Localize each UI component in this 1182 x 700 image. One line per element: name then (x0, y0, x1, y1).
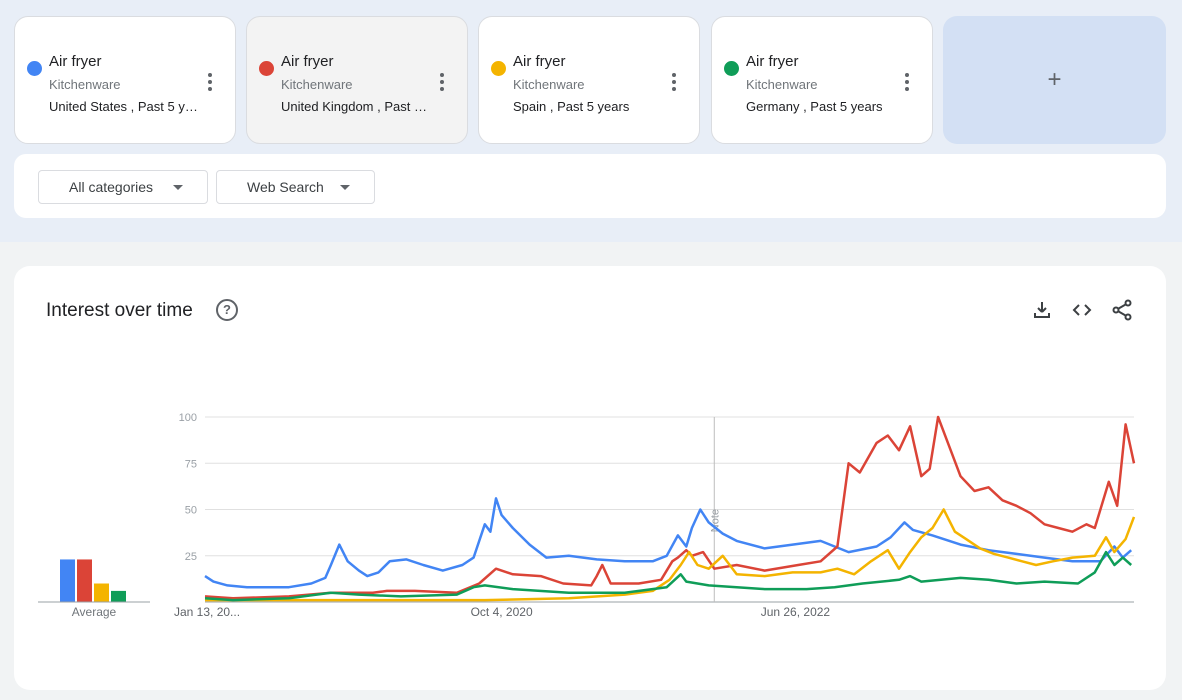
average-bar-1 (60, 559, 75, 602)
card-category: Kitchenware (746, 77, 818, 92)
y-tick-label: 25 (185, 551, 197, 563)
series-line-4 (204, 550, 1133, 602)
average-label: Average (72, 605, 117, 619)
average-bar-3 (94, 583, 109, 602)
term-card-4[interactable]: Air fryer Kitchenware Germany , Past 5 y… (711, 16, 933, 144)
search-type-dropdown[interactable]: Web Search (216, 170, 375, 204)
interest-chart: Average 100 75 50 25 Jan 13, 20... Oct 4, 202… (38, 412, 1136, 619)
card-term: Air fryer (746, 53, 799, 70)
card-meta: United Kingdom , Past 5 years (281, 99, 431, 114)
x-tick-label: Oct 4, 2020 (471, 605, 533, 619)
card-meta: Spain , Past 5 years (513, 99, 630, 114)
add-comparison-button[interactable]: + (943, 16, 1166, 144)
panel-title: Interest over time (46, 300, 193, 321)
download-icon[interactable] (1030, 298, 1054, 322)
series-color-dot (724, 61, 739, 76)
series-line-2 (204, 415, 1136, 600)
interest-over-time-panel: Interest over time ? Average 100 75 50 25 Ja… (14, 266, 1166, 690)
search-type-dropdown-label: Web Search (247, 179, 324, 195)
y-tick-label: 50 (185, 505, 197, 517)
filters-bar: All categories Web Search (14, 154, 1166, 218)
arrow-drop-down-icon (340, 185, 350, 190)
term-card-2[interactable]: Air fryer Kitchenware United Kingdom , P… (246, 16, 468, 144)
arrow-drop-down-icon (173, 185, 183, 190)
card-term: Air fryer (281, 53, 334, 70)
card-meta: United States , Past 5 years (49, 99, 199, 114)
y-tick-label: 100 (179, 412, 197, 424)
chart-series (204, 415, 1136, 602)
card-category: Kitchenware (513, 77, 585, 92)
series-color-dot (27, 61, 42, 76)
plus-icon: + (1047, 66, 1062, 93)
x-tick-label: Jun 26, 2022 (761, 605, 831, 619)
more-vert-icon[interactable] (207, 73, 213, 93)
more-vert-icon[interactable] (671, 73, 677, 93)
card-meta: Germany , Past 5 years (746, 99, 883, 114)
card-term: Air fryer (49, 53, 102, 70)
more-vert-icon[interactable] (439, 73, 445, 93)
category-dropdown[interactable]: All categories (38, 170, 208, 204)
term-card-3[interactable]: Air fryer Kitchenware Spain , Past 5 yea… (478, 16, 700, 144)
category-dropdown-label: All categories (69, 179, 154, 195)
help-icon[interactable]: ? (216, 299, 238, 321)
more-vert-icon[interactable] (904, 73, 910, 93)
x-tick-label: Jan 13, 20... (174, 605, 240, 619)
series-line-1 (204, 497, 1133, 589)
series-color-dot (259, 61, 274, 76)
card-category: Kitchenware (281, 77, 353, 92)
embed-code-icon[interactable] (1070, 298, 1094, 322)
series-color-dot (491, 61, 506, 76)
average-bars: Average (38, 559, 150, 619)
term-card-1[interactable]: Air fryer Kitchenware United States , Pa… (14, 16, 236, 144)
average-bar-2 (77, 559, 92, 602)
card-category: Kitchenware (49, 77, 121, 92)
chart-gridlines: 100 75 50 25 Jan 13, 20... Oct 4, 2020 Jun 26,… (174, 412, 1134, 619)
card-term: Air fryer (513, 53, 566, 70)
share-icon[interactable] (1110, 298, 1134, 322)
series-line-3 (205, 508, 1136, 602)
average-bar-4 (111, 590, 126, 602)
comparison-cards: Air fryer Kitchenware United States , Pa… (14, 16, 1168, 146)
y-tick-label: 75 (185, 458, 197, 470)
